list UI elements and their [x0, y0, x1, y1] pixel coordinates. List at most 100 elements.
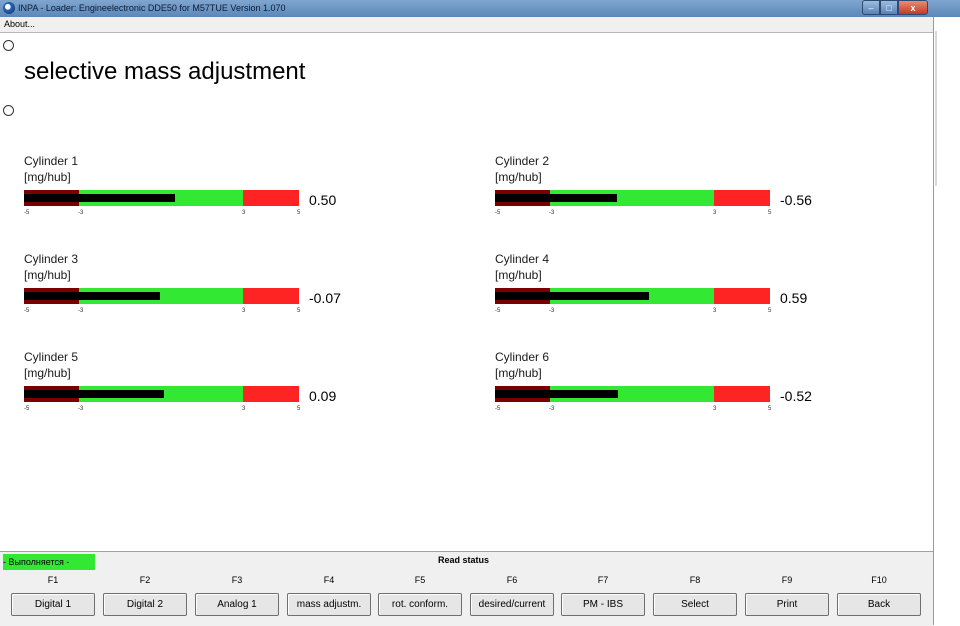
- fkey-button-f6[interactable]: desired/current: [470, 593, 554, 616]
- radio-button-bottom[interactable]: [3, 105, 14, 116]
- tick-label: -3: [78, 210, 84, 216]
- high-zone: [243, 190, 299, 206]
- cylinder-gauge-5: Cylinder 5 [mg/hub] 0.09 -5 -3 3 5: [24, 350, 354, 430]
- gauge-value: 0.50: [309, 192, 337, 208]
- gauge-bar: [495, 386, 770, 402]
- tick-label: 5: [768, 308, 772, 314]
- gauge-label: Cylinder 6: [495, 350, 550, 364]
- tick-label: -5: [495, 210, 501, 216]
- tick-label: -3: [78, 406, 84, 412]
- scrollbar[interactable]: [933, 17, 960, 625]
- fkey-label-f5: F5: [414, 575, 426, 585]
- fkey-label-f9: F9: [781, 575, 793, 585]
- tick-label: 5: [768, 210, 772, 216]
- gauge-bar: [495, 288, 770, 304]
- read-status-label: Read status: [438, 555, 490, 565]
- cylinder-gauge-6: Cylinder 6 [mg/hub] -0.52 -5 -3 3 5: [495, 350, 825, 430]
- scrollbar-thumb[interactable]: [935, 31, 937, 186]
- page-title: selective mass adjustment: [24, 58, 306, 85]
- tick-label: 3: [713, 406, 717, 412]
- window-controls: – □ x: [862, 0, 928, 15]
- function-key-panel: - Выполняется - Read status F1 Digital 1 F…: [0, 551, 933, 626]
- fkey-label-f8: F8: [689, 575, 701, 585]
- tick-label: -3: [549, 308, 555, 314]
- gauge-value: -0.56: [780, 192, 812, 208]
- menu-bar: About...: [0, 17, 933, 33]
- gauge-fill: [495, 194, 618, 202]
- gauge-label: Cylinder 4: [495, 252, 550, 266]
- gauge-label: Cylinder 1: [24, 154, 79, 168]
- tick-label: 3: [242, 210, 246, 216]
- gauge-value: -0.07: [309, 290, 341, 306]
- fkey-label-f4: F4: [323, 575, 335, 585]
- fkey-button-f9[interactable]: Print: [745, 593, 829, 616]
- tick-label: -5: [24, 210, 30, 216]
- cylinder-gauge-2: Cylinder 2 [mg/hub] -0.56 -5 -3 3 5: [495, 154, 825, 234]
- high-zone: [714, 190, 770, 206]
- gauge-bar: [24, 190, 299, 206]
- tick-label: 3: [242, 406, 246, 412]
- tick-label: 3: [242, 308, 246, 314]
- high-zone: [714, 288, 770, 304]
- gauge-unit: [mg/hub]: [495, 268, 542, 282]
- gauge-unit: [mg/hub]: [24, 268, 71, 282]
- gauge-value: 0.59: [780, 290, 808, 306]
- tick-label: 5: [297, 308, 301, 314]
- gauge-fill: [24, 390, 164, 398]
- title-bar: INPA - Loader: Engineelectronic DDE50 fo…: [0, 0, 960, 17]
- menu-about[interactable]: About...: [4, 19, 36, 29]
- gauge-unit: [mg/hub]: [24, 366, 71, 380]
- tick-label: 5: [768, 406, 772, 412]
- radio-button-top[interactable]: [3, 40, 14, 51]
- high-zone: [714, 386, 770, 402]
- gauge-bar: [495, 190, 770, 206]
- fkey-label-f6: F6: [506, 575, 518, 585]
- gauge-label: Cylinder 3: [24, 252, 79, 266]
- close-button[interactable]: x: [898, 0, 928, 15]
- tick-label: -3: [78, 308, 84, 314]
- fkey-label-f3: F3: [231, 575, 243, 585]
- tick-label: 3: [713, 308, 717, 314]
- gauge-unit: [mg/hub]: [24, 170, 71, 184]
- cylinder-gauge-3: Cylinder 3 [mg/hub] -0.07 -5 -3 3 5: [24, 252, 354, 332]
- gauge-bar: [24, 288, 299, 304]
- execution-status: - Выполняется -: [3, 554, 95, 570]
- tick-label: -3: [549, 210, 555, 216]
- gauge-fill: [24, 194, 176, 202]
- tick-label: -5: [495, 308, 501, 314]
- fkey-button-f5[interactable]: rot. conform.: [378, 593, 462, 616]
- maximize-button[interactable]: □: [880, 0, 898, 15]
- tick-label: 5: [297, 210, 301, 216]
- high-zone: [243, 386, 299, 402]
- gauge-fill: [24, 292, 160, 300]
- window-title: INPA - Loader: Engineelectronic DDE50 fo…: [18, 3, 286, 13]
- tick-label: -5: [24, 406, 30, 412]
- gauge-value: 0.09: [309, 388, 337, 404]
- fkey-button-f2[interactable]: Digital 2: [103, 593, 187, 616]
- tick-label: -5: [24, 308, 30, 314]
- gauge-label: Cylinder 5: [24, 350, 79, 364]
- high-zone: [243, 288, 299, 304]
- gauge-unit: [mg/hub]: [495, 366, 542, 380]
- gauge-label: Cylinder 2: [495, 154, 550, 168]
- fkey-button-f1[interactable]: Digital 1: [11, 593, 95, 616]
- fkey-label-f1: F1: [47, 575, 59, 585]
- gauge-value: -0.52: [780, 388, 812, 404]
- tick-label: -5: [495, 406, 501, 412]
- minimize-button[interactable]: –: [862, 0, 880, 15]
- cylinder-gauge-1: Cylinder 1 [mg/hub] 0.50 -5 -3 3 5: [24, 154, 354, 234]
- bmw-logo-icon: [3, 2, 15, 14]
- gauge-bar: [24, 386, 299, 402]
- fkey-button-f10[interactable]: Back: [837, 593, 921, 616]
- fkey-button-f8[interactable]: Select: [653, 593, 737, 616]
- tick-label: -3: [549, 406, 555, 412]
- tick-label: 3: [713, 210, 717, 216]
- fkey-button-f3[interactable]: Analog 1: [195, 593, 279, 616]
- fkey-button-f7[interactable]: PM - IBS: [561, 593, 645, 616]
- cylinder-gauge-4: Cylinder 4 [mg/hub] 0.59 -5 -3 3 5: [495, 252, 825, 332]
- fkey-label-f2: F2: [139, 575, 151, 585]
- fkey-button-f4[interactable]: mass adjustm.: [287, 593, 371, 616]
- tick-label: 5: [297, 406, 301, 412]
- fkey-label-f7: F7: [597, 575, 609, 585]
- gauge-unit: [mg/hub]: [495, 170, 542, 184]
